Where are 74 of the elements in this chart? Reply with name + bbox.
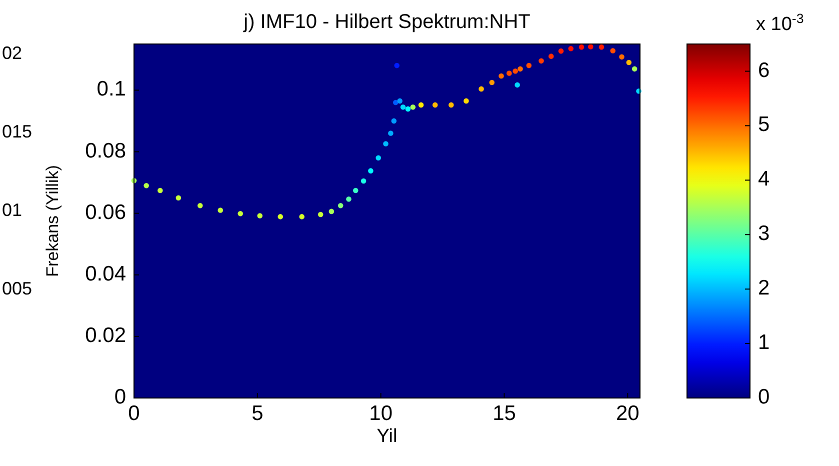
point [338, 202, 344, 208]
point [397, 98, 402, 104]
point [498, 73, 504, 79]
x-tick-label: 0 [128, 402, 140, 425]
point [394, 62, 400, 68]
point [632, 66, 638, 72]
point [278, 214, 284, 220]
point [376, 155, 382, 161]
point [526, 62, 532, 68]
point [257, 213, 263, 218]
point [518, 66, 523, 72]
point [299, 214, 304, 220]
x-tick-label: 5 [252, 402, 264, 425]
point [388, 130, 394, 136]
point [538, 58, 544, 64]
point [198, 202, 203, 208]
x-tick-label: 20 [616, 402, 640, 425]
point [619, 54, 624, 60]
point [176, 195, 182, 201]
text: 005 [2, 278, 32, 298]
point [478, 86, 484, 92]
y-tick-label: 0.08 [85, 139, 126, 162]
point [368, 168, 374, 174]
point [400, 104, 406, 110]
point [158, 188, 163, 194]
color-bar-label: 6 [758, 58, 770, 82]
y-tick-label: 0.02 [85, 324, 126, 347]
point [506, 70, 512, 76]
x-tick-label: 15 [492, 402, 516, 425]
x-axis-title: Yil [376, 426, 398, 447]
point [318, 212, 324, 218]
point [464, 98, 469, 104]
text: 015 [2, 121, 32, 142]
point [568, 46, 574, 52]
point [548, 54, 554, 59]
point [144, 182, 149, 188]
point [346, 196, 352, 202]
y-tick-label: 0.06 [85, 200, 126, 224]
color-bar-label: 4 [758, 168, 770, 191]
color-bar-label: 3 [758, 222, 770, 246]
color-bar-label: 1 [758, 331, 770, 354]
y-tick-label: 0.04 [85, 262, 126, 286]
point [610, 48, 616, 54]
point [360, 178, 366, 184]
point [410, 104, 416, 110]
color-bar-label: 0 [758, 386, 770, 409]
point [558, 48, 564, 54]
point [448, 102, 454, 108]
point [391, 118, 397, 124]
point [489, 80, 495, 86]
point [626, 60, 632, 66]
point [238, 210, 244, 216]
color-bar-label: 5 [758, 113, 770, 136]
point [418, 102, 424, 108]
point [578, 44, 584, 50]
point [383, 141, 388, 146]
point [328, 208, 334, 214]
y-tick-label: 0 [114, 386, 126, 409]
chart-title: j) IMF10 - Hilbert Spektrum:NHT [242, 11, 530, 33]
point [588, 44, 594, 50]
color-bar-title: x 10$^{-3}$ [756, 10, 804, 35]
y-axis-title: Frekans (Yillik) [43, 165, 62, 277]
point [405, 106, 411, 112]
point [432, 102, 438, 108]
point [353, 188, 358, 194]
color-bar-label: 2 [758, 276, 770, 300]
y-tick-label: 0.1 [96, 78, 126, 101]
point [598, 44, 604, 50]
text: 01 [2, 200, 22, 220]
point [512, 68, 518, 74]
point [218, 208, 224, 213]
x-tick-label: 10 [369, 402, 393, 425]
point [514, 82, 520, 88]
text: 02 [2, 42, 22, 63]
